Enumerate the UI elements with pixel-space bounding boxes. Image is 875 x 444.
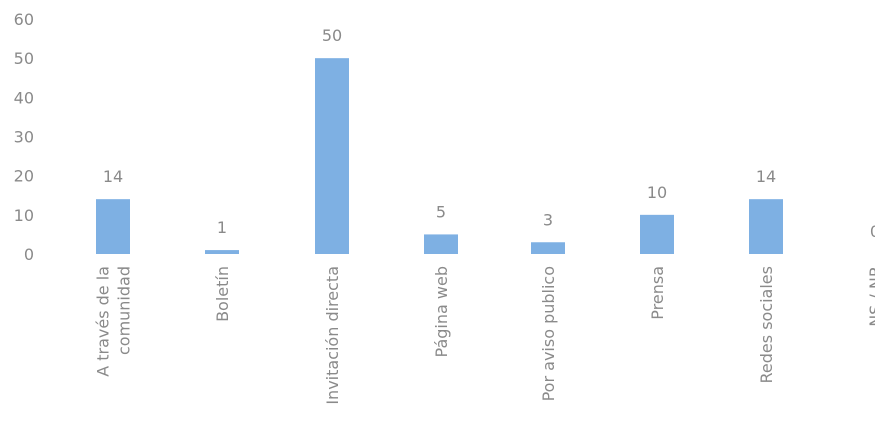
- data-label: 10: [647, 183, 667, 202]
- y-tick-label: 10: [14, 206, 34, 225]
- x-tick-label-line: Invitación directa: [323, 266, 342, 405]
- x-tick-label: Prensa: [648, 266, 667, 320]
- data-label: 14: [103, 167, 123, 186]
- x-tick-label: Por aviso publico: [539, 266, 558, 401]
- y-axis-ticks: 0 10 20 30 40 50 60: [14, 10, 34, 264]
- bar: [640, 215, 674, 254]
- bars: [96, 58, 783, 254]
- bar: [749, 199, 783, 254]
- x-tick-label-line: Redes sociales: [757, 266, 776, 383]
- x-tick-label-line: Página web: [432, 266, 451, 357]
- data-label: 1: [217, 218, 227, 237]
- x-tick-label: Boletín: [213, 266, 232, 322]
- data-label: 14: [756, 167, 776, 186]
- bar: [424, 234, 458, 254]
- data-label: 3: [543, 210, 553, 229]
- data-label: 5: [436, 202, 446, 221]
- bar: [315, 58, 349, 254]
- x-tick-label-line: Prensa: [648, 266, 667, 320]
- x-tick-label: Redes sociales: [757, 266, 776, 383]
- data-label: 50: [322, 26, 342, 45]
- y-tick-label: 60: [14, 10, 34, 29]
- x-tick-label-line: Boletín: [213, 266, 232, 322]
- bar: [96, 199, 130, 254]
- x-tick-label: NS / NR: [866, 266, 875, 327]
- x-tick-label-line: NS / NR: [866, 266, 875, 327]
- y-tick-label: 30: [14, 128, 34, 147]
- x-tick-label: Página web: [432, 266, 451, 357]
- y-tick-label: 20: [14, 167, 34, 186]
- x-tick-label-line: A través de la: [94, 266, 113, 377]
- data-label: 0: [870, 222, 875, 241]
- x-tick-label: Invitación directa: [323, 266, 342, 405]
- bar: [205, 250, 239, 254]
- y-tick-label: 0: [24, 245, 34, 264]
- bar: [531, 242, 565, 254]
- x-tick-label-line: comunidad: [115, 266, 134, 355]
- x-tick-label-line: Por aviso publico: [539, 266, 558, 401]
- y-tick-label: 50: [14, 49, 34, 68]
- y-tick-label: 40: [14, 88, 34, 107]
